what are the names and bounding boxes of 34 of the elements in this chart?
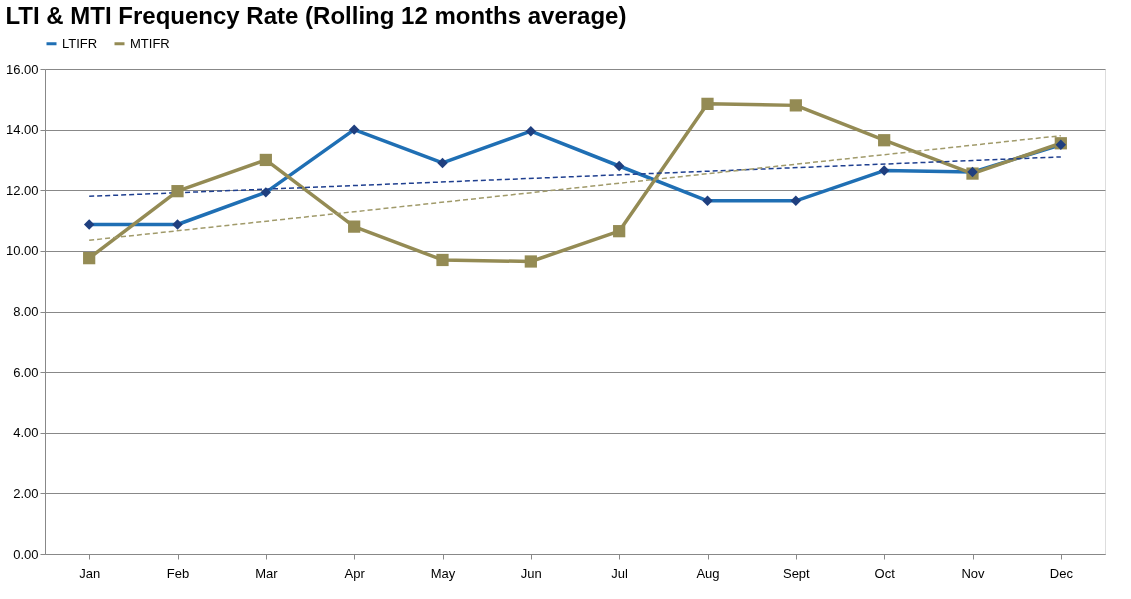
y-tick-label: 8.00 xyxy=(13,304,39,319)
x-tick-label: Jul xyxy=(611,565,629,581)
y-tick-label: 10.00 xyxy=(5,243,39,259)
x-tick-label: Feb xyxy=(166,565,190,581)
point xyxy=(789,99,802,112)
x-tick-label: May xyxy=(430,565,456,581)
x-tick-label: Oct xyxy=(874,565,896,581)
y-tick-label: 4.00 xyxy=(13,425,39,441)
chart-title: LTI & MTI Frequency Rate (Rolling 12 months average) xyxy=(5,2,627,29)
point xyxy=(613,225,626,238)
x-tick-label: Mar xyxy=(255,565,279,581)
point xyxy=(524,255,537,268)
x-tick-label: Sept xyxy=(782,565,811,581)
y-tick-label: 0.00 xyxy=(13,546,39,562)
y-tick-label: 12.00 xyxy=(5,182,39,198)
point xyxy=(259,153,272,167)
point xyxy=(348,220,361,233)
x-tick-label: Nov xyxy=(961,565,986,581)
y-tick-label: 2.00 xyxy=(13,485,39,501)
x-tick-label: Aug xyxy=(696,565,720,581)
x-tick-label: Dec xyxy=(1049,565,1074,581)
x-tick-label: Jun xyxy=(520,565,542,581)
point xyxy=(83,252,96,265)
y-tick-label: 6.00 xyxy=(13,364,39,380)
legend-label: MTIFR xyxy=(130,35,170,51)
x-tick-label: Apr xyxy=(344,565,366,581)
point xyxy=(436,253,449,267)
point xyxy=(878,134,891,147)
legend-label: LTIFR xyxy=(62,35,98,51)
y-tick-label: 14.00 xyxy=(5,122,39,138)
x-tick-label: Jan xyxy=(79,565,101,581)
point xyxy=(701,97,714,110)
point xyxy=(171,185,184,198)
y-tick-label: 16.00 xyxy=(5,61,39,77)
